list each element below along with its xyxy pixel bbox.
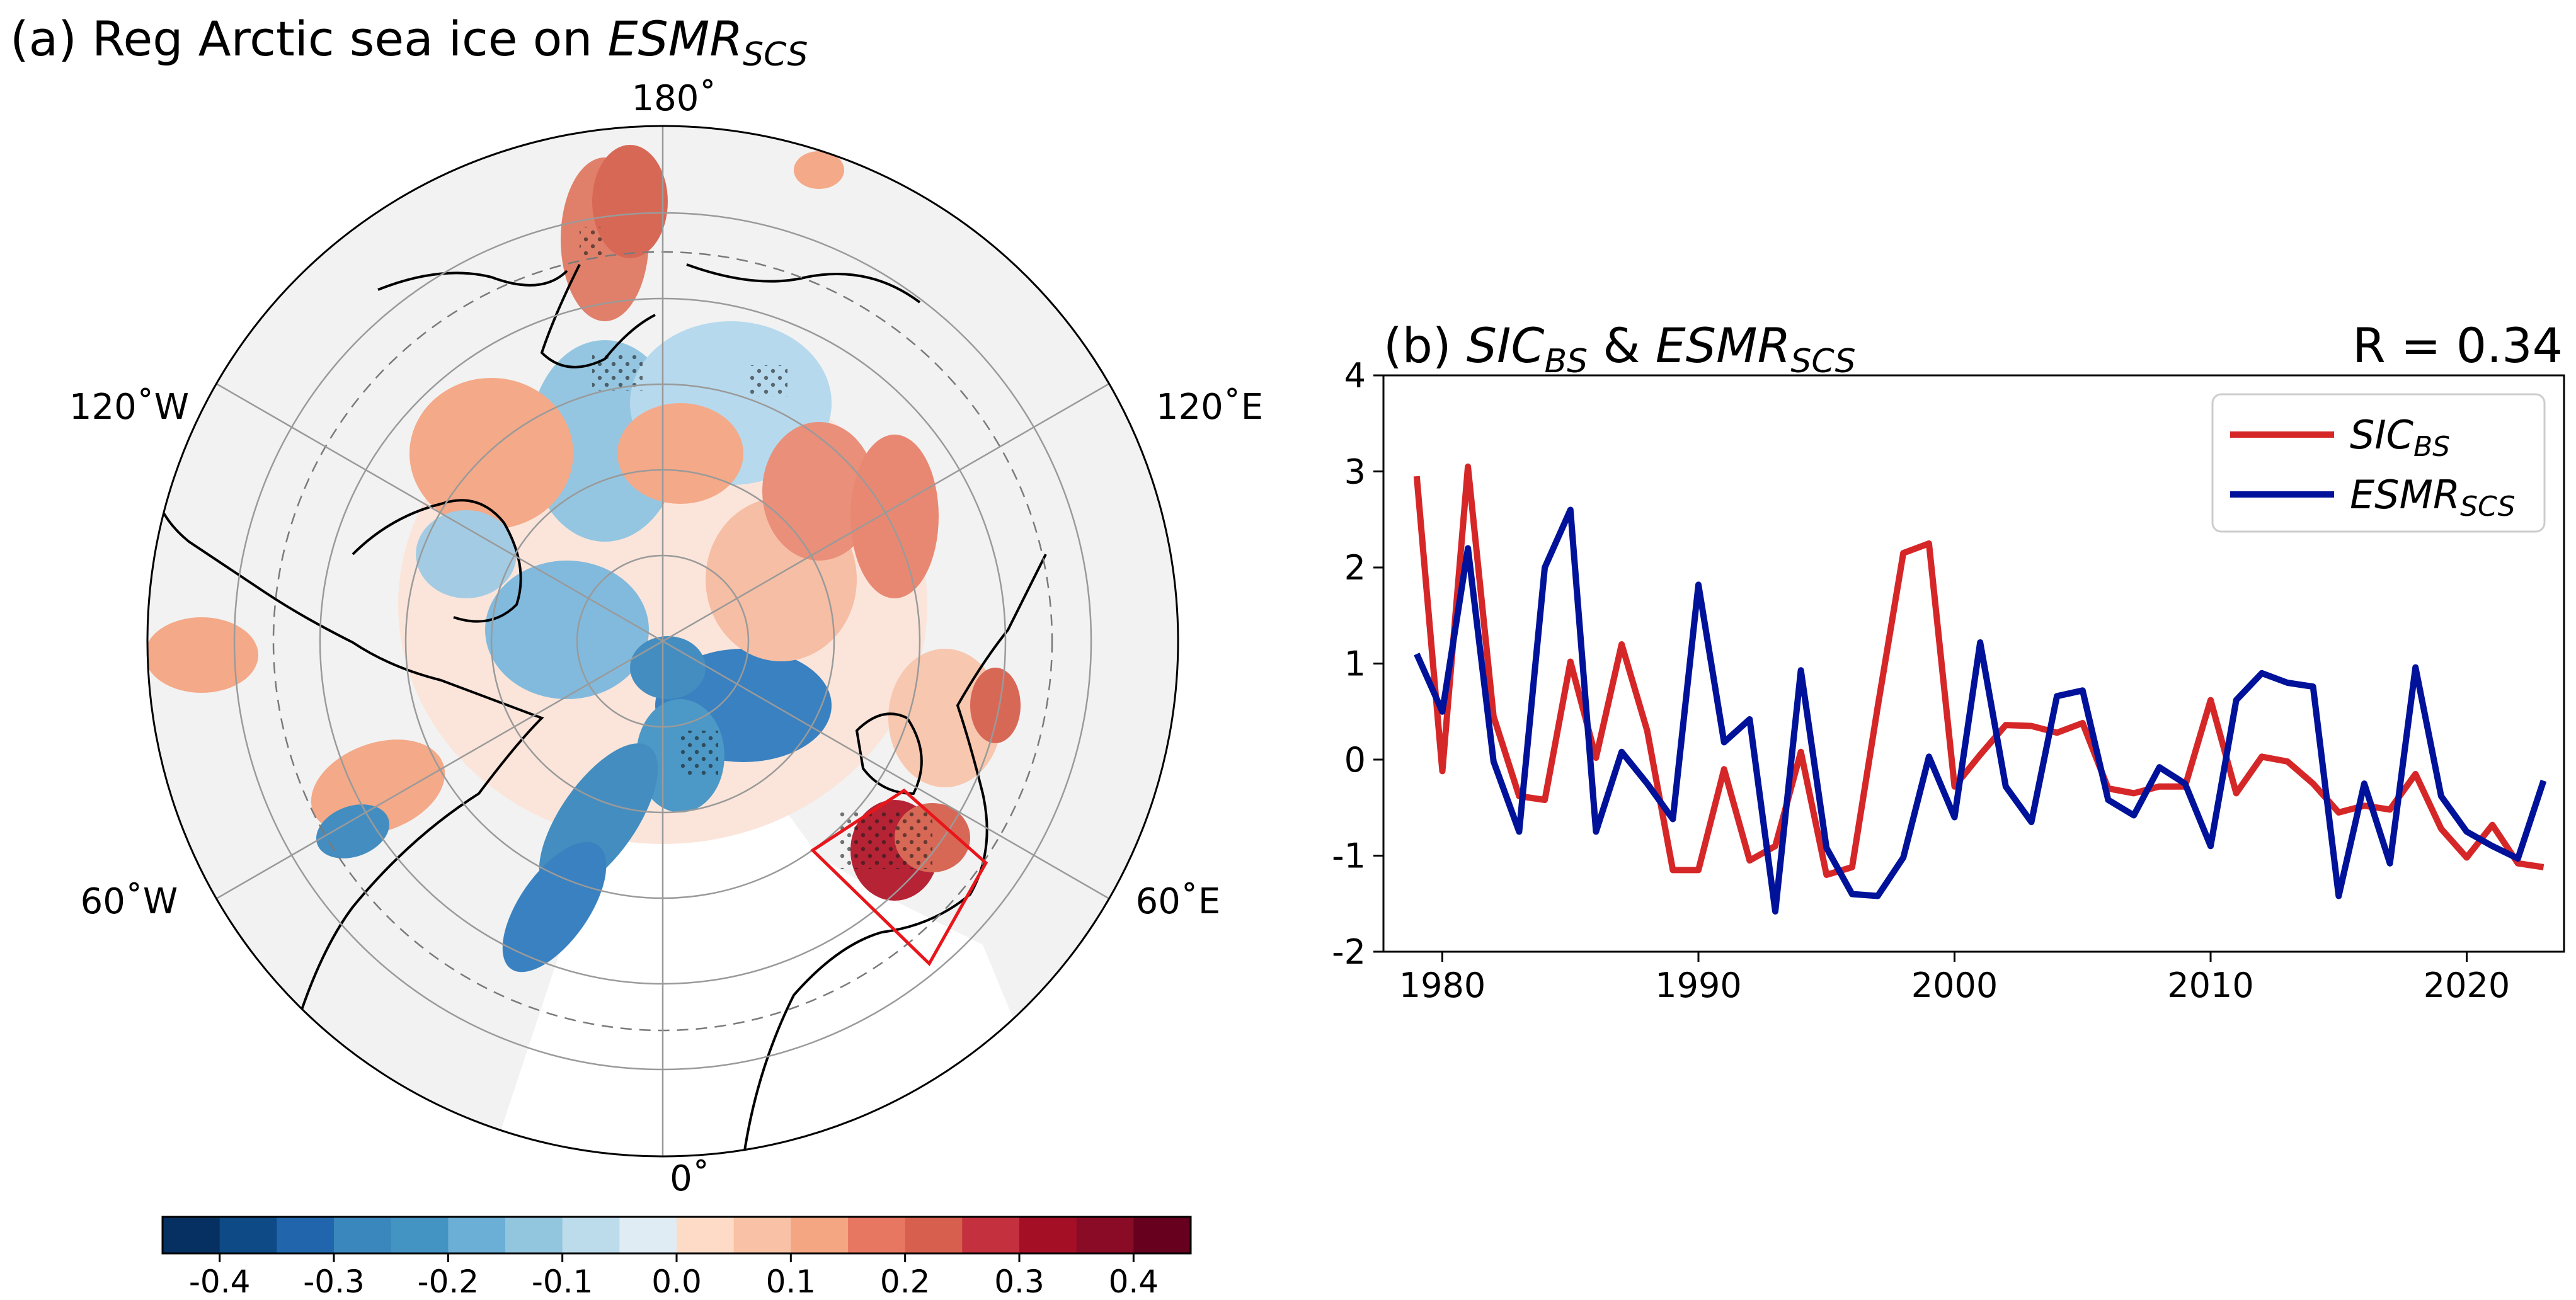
y-tick-label: 4	[1344, 356, 1366, 396]
coastlines	[150, 263, 1047, 1156]
colorbar-segment	[163, 1217, 220, 1253]
legend-label-sic: SICBS	[2350, 412, 2450, 463]
colorbar-segment	[277, 1217, 335, 1253]
colorbar-tick-label: 0.0	[651, 1263, 702, 1300]
lon-label-180: 180˚	[632, 78, 717, 119]
colorbar-segment	[1133, 1217, 1191, 1253]
lon-label-60e: 60˚E	[1136, 881, 1221, 922]
lon-label-120w: 120˚W	[69, 387, 189, 428]
correlation-label: R = 0.34	[2352, 317, 2563, 373]
x-tick-label: 2020	[2424, 966, 2510, 1005]
legend: SICBS ESMRSCS	[2211, 393, 2546, 533]
colorbar-segment	[905, 1217, 963, 1253]
colorbar-segment	[1076, 1217, 1134, 1253]
colorbar-ticks: -0.4 -0.3 -0.2 -0.1 0.0 0.1 0.2 0.3 0.4	[189, 1253, 1159, 1300]
series-line-esmr	[1414, 506, 2547, 915]
colorbar-segment	[448, 1217, 506, 1253]
y-tick-label: 0	[1344, 740, 1366, 780]
colorbar-tick-label: 0.2	[880, 1263, 930, 1300]
lon-label-0: 0˚	[670, 1158, 710, 1199]
panel-b: (b) SICBS & ESMRSCS R = 0.34 -2 -1 0 1 2 3 4 19…	[1332, 317, 2565, 1005]
y-tick-label: -1	[1332, 836, 1366, 876]
graticule	[215, 126, 1110, 1156]
colorbar	[161, 1216, 1192, 1255]
colorbar-segment	[1019, 1217, 1077, 1253]
panel-a-title: (a) Reg Arctic sea ice on ESMRSCS	[10, 11, 808, 74]
map-boundary	[146, 125, 1179, 1158]
colorbar-tick-label: -0.4	[189, 1263, 251, 1300]
colorbar-segment	[619, 1217, 677, 1253]
y-tick-label: 3	[1344, 452, 1366, 492]
colorbar-tick-label: -0.2	[418, 1263, 479, 1300]
y-tick-label: 2	[1344, 548, 1366, 588]
x-tick-label: 2010	[2167, 966, 2253, 1005]
lon-label-120e: 120˚E	[1156, 387, 1263, 428]
x-tick-label: 1980	[1399, 966, 1485, 1005]
significance-stippling	[580, 227, 932, 869]
x-tick-label: 1990	[1655, 966, 1741, 1005]
axes-ticks: -2 -1 0 1 2 3 4 1980 1990 2000 2010 2020	[1332, 356, 2510, 1005]
polar-map	[146, 125, 1179, 1158]
colorbar-segment	[962, 1217, 1020, 1253]
colorbar-segment	[733, 1217, 791, 1253]
colorbar-segment	[848, 1217, 906, 1253]
colorbar-segment	[791, 1217, 849, 1253]
colorbar-segment	[677, 1217, 735, 1253]
colorbar-tick-label: 0.1	[766, 1263, 816, 1300]
y-tick-label: 1	[1344, 644, 1366, 684]
colorbar-tick-label: 0.3	[994, 1263, 1045, 1300]
colorbar-segment	[219, 1217, 277, 1253]
y-tick-label: -2	[1332, 932, 1366, 972]
chart-title: (b) SICBS & ESMRSCS	[1383, 317, 1856, 380]
legend-label-esmr: ESMRSCS	[2350, 472, 2516, 523]
colorbar-segment	[391, 1217, 449, 1253]
colorbar-tick-label: -0.1	[532, 1263, 593, 1300]
colorbar-tick-label: -0.3	[303, 1263, 365, 1300]
x-tick-label: 2000	[1911, 966, 1998, 1005]
series-lines	[1413, 463, 2547, 915]
colorbar-segment	[562, 1217, 620, 1253]
colorbar-segment	[334, 1217, 392, 1253]
lon-label-60w: 60˚W	[81, 881, 178, 922]
colorbar-tick-label: 0.4	[1109, 1263, 1159, 1300]
colorbar-segment	[505, 1217, 563, 1253]
panel-a: (a) Reg Arctic sea ice on ESMRSCS	[10, 11, 1263, 1300]
box-region	[810, 788, 988, 967]
